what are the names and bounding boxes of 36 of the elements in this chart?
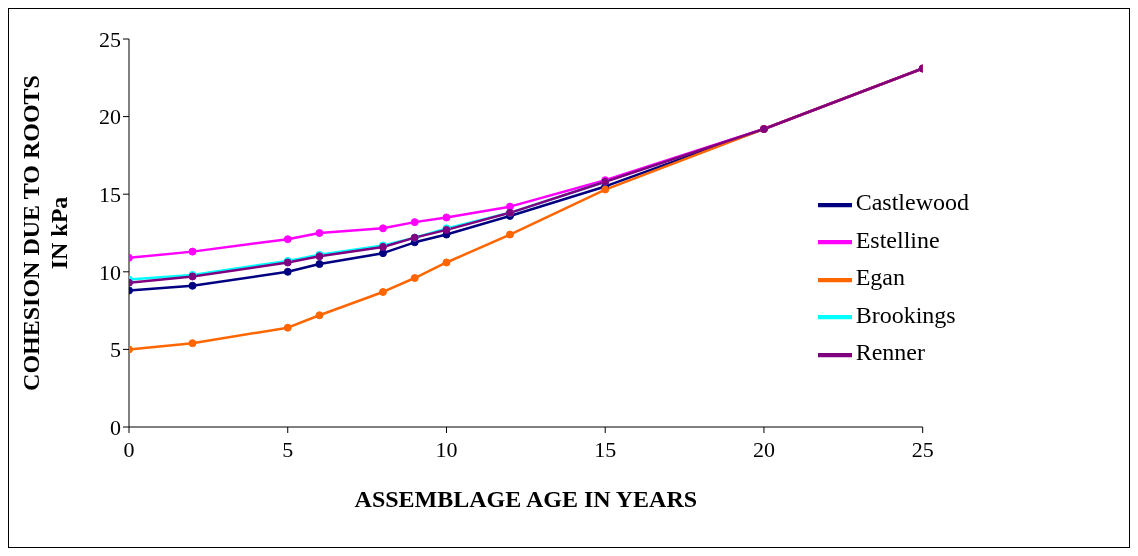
point: [188, 339, 197, 348]
y-tick-label: 10: [99, 259, 121, 285]
y-axis-title: COHESION DUE TO ROOTS IN kPa: [18, 75, 72, 391]
point: [315, 260, 324, 269]
point: [283, 267, 292, 276]
x-tick-label: 20: [752, 436, 775, 462]
y-tick-label: 20: [99, 104, 121, 130]
legend-label: Egan: [855, 264, 905, 291]
point: [442, 213, 451, 222]
legend-label: Brookings: [855, 301, 956, 328]
point: [378, 249, 387, 258]
point: [315, 311, 324, 320]
point: [378, 224, 387, 233]
point: [505, 202, 514, 211]
x-tick-label: 15: [594, 436, 617, 462]
point: [442, 258, 451, 267]
legend-label: Castlewood: [855, 189, 969, 216]
legend-label: Estelline: [855, 226, 940, 253]
point: [410, 274, 419, 283]
y-tick-label: 0: [110, 414, 121, 440]
x-tick-label: 5: [282, 436, 294, 462]
legend-label: Renner: [855, 339, 925, 366]
point: [188, 247, 197, 256]
point: [410, 218, 419, 227]
y-tick-label: 25: [99, 26, 121, 52]
point: [505, 230, 514, 239]
point: [188, 281, 197, 290]
x-tick-label: 10: [435, 436, 458, 462]
x-tick-label: 25: [911, 436, 934, 462]
point: [283, 323, 292, 332]
point: [315, 229, 324, 237]
point: [378, 287, 387, 296]
y-tick-label: 15: [99, 182, 121, 208]
x-axis-title: ASSEMBLAGE AGE IN YEARS: [354, 486, 698, 512]
y-tick-label: 5: [110, 337, 121, 363]
point: [283, 235, 292, 244]
